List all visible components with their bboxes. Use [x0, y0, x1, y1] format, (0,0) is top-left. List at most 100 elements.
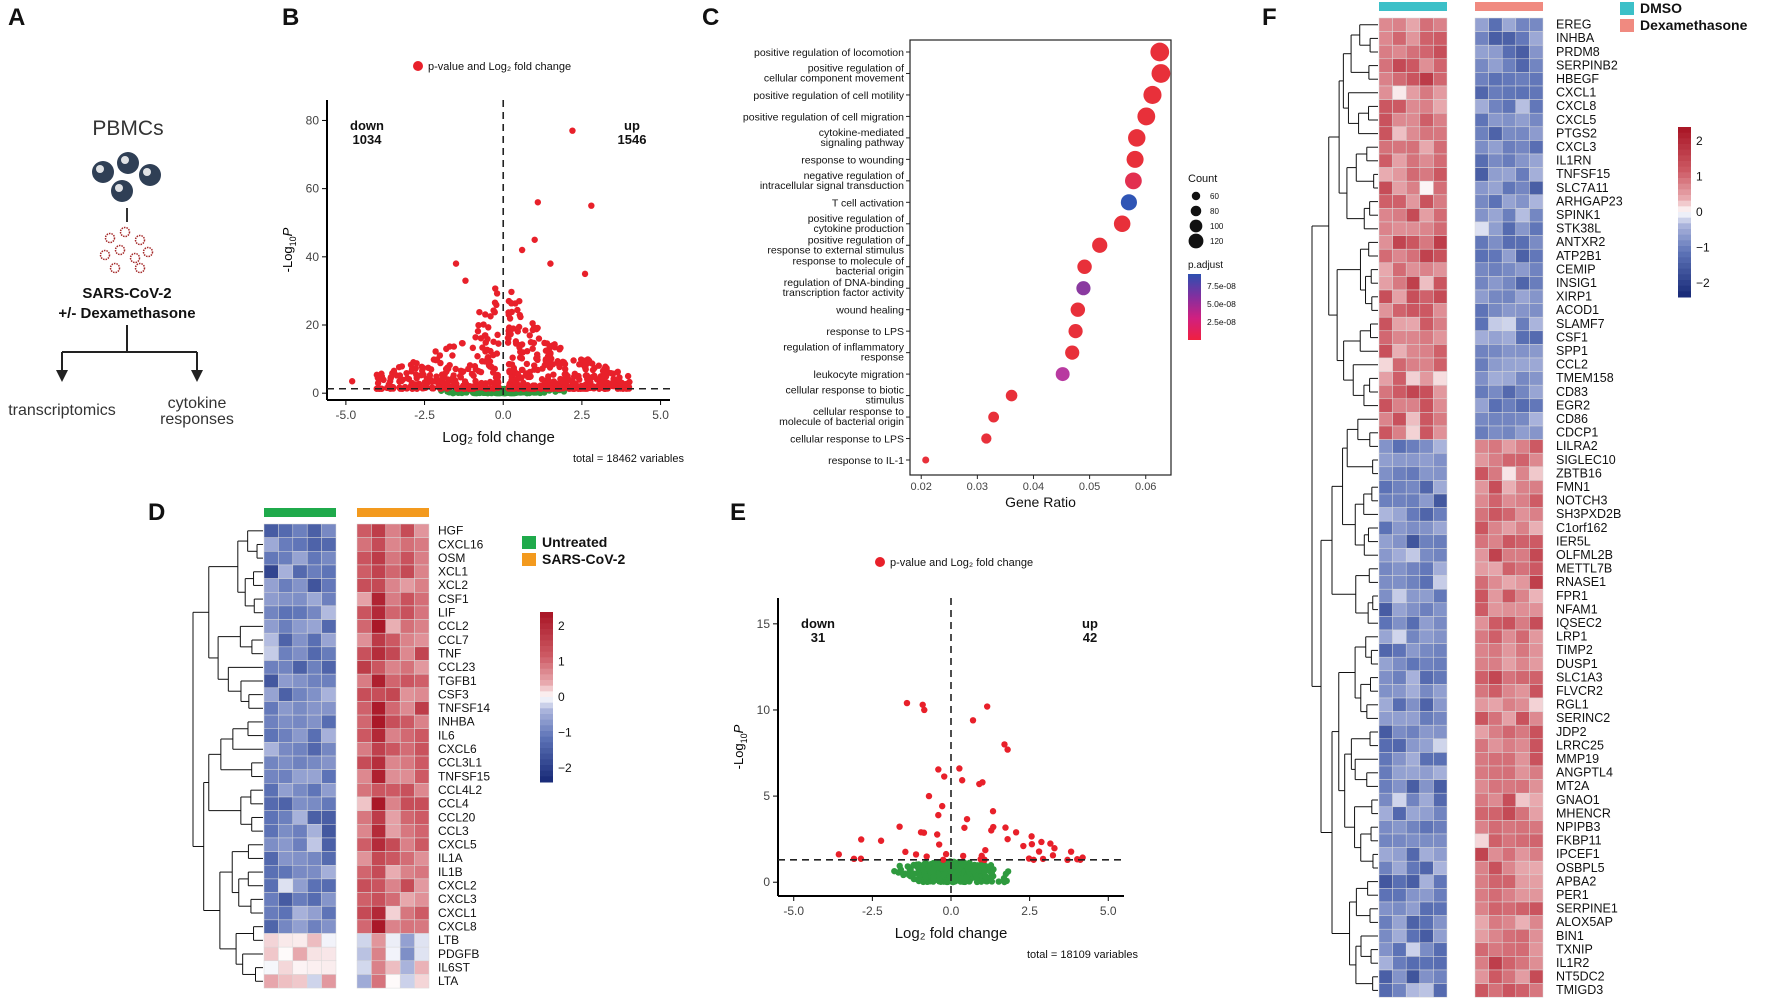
- heatmap-cell: [263, 892, 279, 907]
- heatmap-cell: [1419, 724, 1434, 740]
- heatmap-cell: [321, 632, 337, 648]
- heatmap-cell: [1474, 235, 1489, 250]
- responses-label: responses: [160, 411, 234, 428]
- heatmap-cell: [1474, 969, 1489, 984]
- heatmap-cell: [1392, 140, 1407, 155]
- gene-label: FPR1: [1556, 589, 1588, 603]
- heatmap-cell: [1529, 262, 1544, 277]
- heatmap-cell: [371, 564, 387, 579]
- sig-point: [514, 370, 522, 378]
- heatmap-cell: [1515, 140, 1530, 155]
- heatmap-cell: [1529, 99, 1544, 114]
- down-count: 1034: [353, 132, 383, 147]
- ns-point: [1001, 878, 1008, 886]
- heatmap-cell: [1392, 180, 1407, 196]
- gene-label: PTGS2: [1556, 126, 1597, 140]
- heatmap-cell: [1392, 928, 1407, 944]
- heatmap-cell: [1405, 860, 1421, 876]
- heatmap-cell: [278, 728, 294, 743]
- heatmap-cell: [1405, 303, 1421, 318]
- heatmap-cell: [1405, 85, 1421, 100]
- heatmap-cell: [278, 974, 294, 989]
- heatmap-cell: [1474, 724, 1489, 740]
- gene-label: XIRP1: [1556, 290, 1592, 304]
- heatmap-cell: [1515, 711, 1530, 726]
- heatmap-cell: [1529, 888, 1544, 903]
- heatmap-cell: [371, 769, 387, 784]
- ns-point: [918, 864, 926, 871]
- heatmap-cell: [1529, 276, 1544, 291]
- padj-legend-label: 7.5e-08: [1207, 281, 1236, 291]
- heatmap-cell: [385, 865, 401, 880]
- gene-label: IL6: [438, 728, 455, 742]
- heatmap-cell: [1515, 452, 1530, 468]
- heatmap-cell: [1419, 901, 1434, 916]
- heatmap-cell: [1488, 575, 1503, 590]
- gene-label: CCL3L1: [438, 756, 482, 770]
- heatmap-cell: [385, 878, 401, 893]
- heatmap-cell: [371, 755, 387, 770]
- heatmap-cell: [321, 783, 337, 798]
- heatmap-cell: [1392, 17, 1407, 32]
- heatmap-cell: [1392, 344, 1407, 359]
- gene-label: INHBA: [1556, 31, 1595, 45]
- heatmap-cell: [1501, 983, 1517, 998]
- term-dot: [1150, 42, 1170, 62]
- sig-point: [508, 361, 516, 368]
- heatmap-cell: [1433, 303, 1448, 318]
- heatmap-cell: [292, 824, 308, 839]
- count-legend-dot: [1190, 205, 1202, 217]
- heatmap-cell: [263, 974, 279, 989]
- heatmap-cell: [414, 905, 430, 921]
- heatmap-cell: [321, 892, 337, 907]
- sig-point: [585, 359, 593, 366]
- heatmap-cell: [1405, 616, 1421, 631]
- panel-b-volcano: p-value and Log₂ fold change-5.0 -2.5 0.0 2…: [280, 61, 684, 465]
- heatmap-cell: [1488, 738, 1503, 753]
- sig-point: [605, 369, 612, 376]
- heatmap-cell: [1419, 398, 1434, 413]
- sig-point: [584, 385, 591, 392]
- cell-nucleus-icon: [121, 156, 129, 164]
- heatmap-cell: [1405, 44, 1421, 60]
- heatmap-cell: [1474, 901, 1489, 916]
- heatmap-cell: [292, 796, 308, 811]
- heatmap-cell: [1515, 561, 1530, 576]
- heatmap-cell: [263, 551, 279, 566]
- heatmap-cell: [385, 592, 401, 607]
- heatmap-cell: [399, 551, 415, 566]
- heatmap-cell: [1419, 806, 1434, 821]
- heatmap-cell: [1529, 901, 1544, 916]
- colorscale-segment: [540, 708, 553, 715]
- sig-point: [549, 342, 556, 349]
- heatmap-cell: [278, 865, 294, 880]
- heatmap-cell: [1433, 629, 1448, 644]
- heatmap-cell: [371, 919, 387, 934]
- heatmap-cell: [399, 523, 415, 538]
- gene-label: INHBA: [438, 715, 475, 729]
- heatmap-cell: [263, 632, 279, 648]
- heatmap-cell: [371, 810, 387, 825]
- heatmap-cell: [1419, 507, 1434, 522]
- gene-label: IL6ST: [438, 960, 471, 974]
- x-tick-label: 5.0: [1100, 904, 1117, 918]
- heatmap-cell: [1501, 425, 1517, 440]
- heatmap-cell: [1392, 697, 1407, 712]
- heatmap-cell: [1529, 956, 1544, 971]
- sig-point: [534, 199, 542, 206]
- heatmap-cell: [321, 742, 337, 757]
- heatmap-cell: [1419, 942, 1434, 957]
- ns-point: [981, 868, 988, 875]
- heatmap-cell: [1488, 58, 1503, 73]
- heatmap-cell: [1474, 765, 1489, 780]
- colorscale-segment: [540, 657, 553, 664]
- heatmap-cell: [1515, 847, 1530, 862]
- transcriptomics-label: transcriptomics: [8, 402, 116, 419]
- term-dot: [1137, 107, 1156, 126]
- heatmap-cell: [1474, 180, 1489, 196]
- gene-label: SERPINE1: [1556, 902, 1618, 916]
- heatmap-cell: [1392, 289, 1407, 304]
- heatmap-cell: [399, 796, 415, 811]
- colorscale-segment: [540, 646, 553, 653]
- heatmap-cell: [1501, 235, 1517, 250]
